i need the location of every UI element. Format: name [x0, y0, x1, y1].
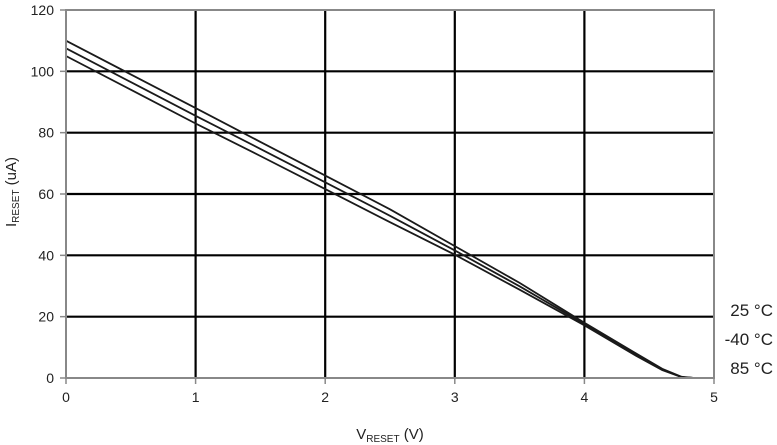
series-line-2 — [65, 47, 695, 379]
legend-label-3: 85 °C — [730, 359, 773, 378]
x-tick-label-0: 0 — [62, 389, 70, 405]
x-axis-label: VRESET (V) — [356, 426, 424, 445]
series-lines — [65, 39, 695, 379]
y-tick-label-40: 40 — [38, 247, 54, 263]
x-tick-label-5: 5 — [710, 389, 718, 405]
y-axis-label-main: I — [3, 223, 20, 227]
y-tick-label-20: 20 — [38, 309, 54, 325]
x-axis-label-sub: RESET — [366, 434, 399, 445]
legend-label-1: 25 °C — [730, 301, 773, 320]
y-tick-label-100: 100 — [31, 63, 55, 79]
x-axis-label-unit: (V) — [400, 426, 424, 443]
x-tick-label-2: 2 — [321, 389, 329, 405]
x-tick-labels: 0 1 2 3 4 5 — [62, 378, 718, 405]
x-tick-label-4: 4 — [581, 389, 589, 405]
grid — [66, 10, 714, 378]
y-axis-label-sub: RESET — [11, 190, 22, 223]
y-tick-label-80: 80 — [38, 125, 54, 141]
y-tick-label-0: 0 — [46, 370, 54, 386]
x-tick-label-1: 1 — [192, 389, 200, 405]
y-axis-label: IRESET (uA) — [3, 157, 22, 227]
series-line-3 — [65, 55, 695, 379]
y-tick-label-60: 60 — [38, 186, 54, 202]
series-line-1 — [65, 39, 695, 379]
y-tick-labels: 0 20 40 60 80 100 120 — [31, 2, 66, 386]
y-tick-label-120: 120 — [31, 2, 55, 18]
x-tick-label-3: 3 — [451, 389, 459, 405]
legend: 25 °C -40 °C 85 °C — [725, 301, 773, 378]
y-axis-label-unit: (uA) — [3, 157, 20, 190]
x-axis-label-main: V — [356, 426, 366, 443]
legend-label-2: -40 °C — [725, 330, 773, 349]
